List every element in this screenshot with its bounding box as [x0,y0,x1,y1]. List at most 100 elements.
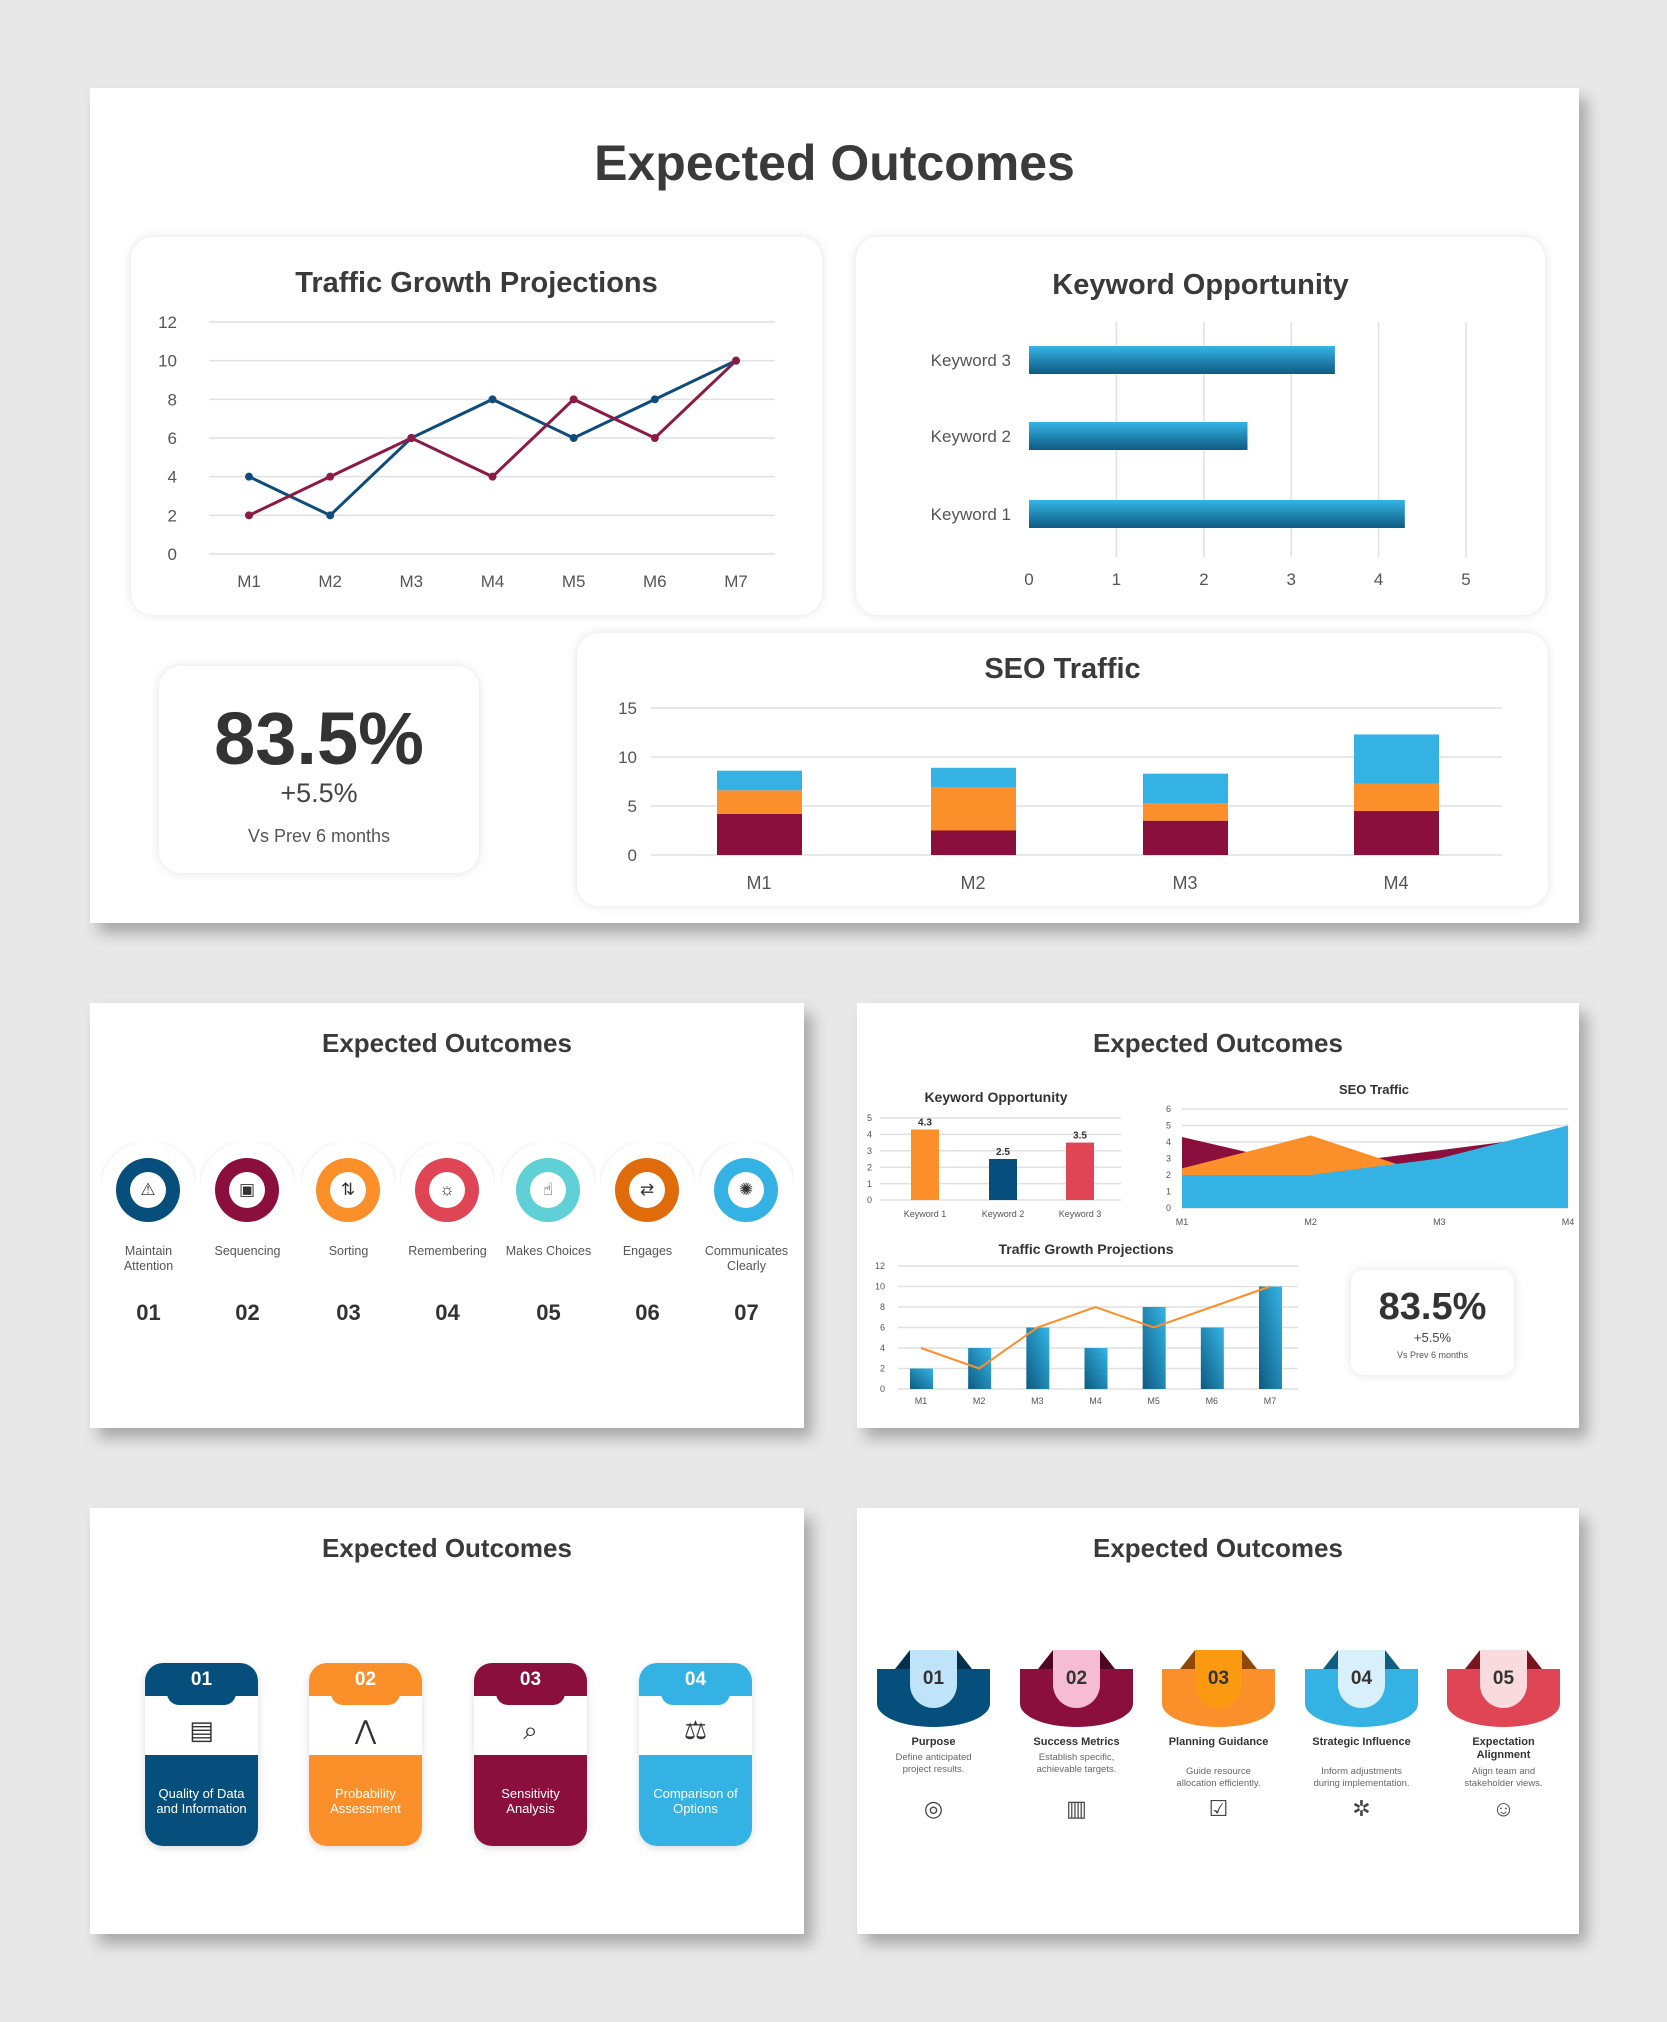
slide-outcome-cards: Expected Outcomes 01 ▤ Quality of Data a… [90,1508,804,1934]
kpi-value: 83.5% [214,697,424,780]
y-tick-label: 4 [867,1130,872,1140]
stacked-bar-segment [931,830,1016,855]
area-series [1182,1125,1568,1208]
y-tick-label: 2 [867,1162,872,1172]
balance-scale-icon: ⚖ [683,1715,708,1745]
mini-traffic-chart: Traffic Growth Projections 0 2 4 6 8 10 12 M1 M2 M… [875,1241,1298,1406]
x-tick-label: M3 [1031,1396,1044,1406]
card-label: Probability Assessment [309,1755,422,1846]
y-tick-label: 8 [168,390,177,409]
keyword-opportunity-chart: 0 1 2 3 4 5 Keyword 3 Keyword 2 Keyword 1 [931,322,1471,589]
documents-database-icon: ▤ [189,1715,214,1745]
banner-title: Planning Guidance [1168,1736,1269,1748]
outcome-card: 03 ⌕ Sensitivity Analysis [474,1663,587,1846]
bar [1029,422,1248,450]
bar [911,1129,939,1200]
x-tick-label: M6 [643,572,667,591]
x-tick-label: Keyword 2 [982,1209,1025,1219]
y-tick-label: 12 [875,1261,885,1271]
x-tick-label: Keyword 3 [1059,1209,1102,1219]
stacked-bar-segment [1143,803,1228,821]
y-tick-label: 10 [875,1282,885,1292]
slide-title: Expected Outcomes [322,1028,572,1058]
card-number: 01 [190,1669,213,1690]
icon-ring: ▣ [215,1158,279,1222]
step-label: Sequencing [214,1244,281,1258]
step-number: 02 [235,1300,260,1325]
outcome-banner: 05 Expectation Alignment Align team and … [1447,1650,1560,1841]
outcome-step: ☝ Makes Choices 05 [501,1142,596,1347]
chart-title: Traffic Growth Projections [998,1241,1173,1257]
x-tick-label: M5 [562,572,586,591]
step-label: Sorting [328,1244,369,1258]
machine-icon: ▣ [229,1172,265,1208]
y-tick-label: 3 [1166,1154,1171,1164]
x-tick-label: M7 [724,572,748,591]
x-tick-label: 4 [1374,570,1383,589]
x-tick-label: M4 [481,572,505,591]
bar [1200,1327,1224,1389]
banner-desc: Align team and stakeholder views. [1464,1766,1543,1789]
x-tick-label: M4 [1089,1396,1102,1406]
x-tick-label: M5 [1147,1396,1160,1406]
choice-hand-icon: ☝ [530,1172,566,1208]
outcome-step: ✺ Communicates Clearly 07 [699,1142,794,1347]
sort-arrows-icon: ⇅ [330,1172,366,1208]
x-tick-label: M4 [1383,873,1408,893]
mini-seo-chart: SEO Traffic 0 1 2 3 4 5 6 M1 M2 M3 M4 [1166,1082,1575,1227]
stacked-bar-segment [1354,783,1439,811]
data-point [488,395,497,404]
data-label: 3.5 [1073,1131,1087,1142]
card-number: 03 [519,1669,542,1690]
icon-ring: ⇄ [615,1158,679,1222]
thinking-person-icon: ☺ [1492,1796,1515,1821]
traffic-growth-chart: 0 2 4 6 8 10 12 M1 M2 M3 M4 M5 M6 M7 [158,313,775,591]
warning-icon: ⚠ [130,1172,166,1208]
step-number: 01 [136,1300,161,1325]
network-person-icon: ✲ [1352,1796,1371,1821]
icon-ring: ⇅ [316,1158,380,1222]
x-tick-label: 1 [1112,570,1121,589]
checklist-clock-icon: ☑ [1208,1796,1229,1821]
bar [1066,1142,1094,1200]
traffic-growth-card: Traffic Growth Projections 0 2 4 6 8 10 12 M1 M2… [131,237,822,615]
chart-title: SEO Traffic [1339,1082,1409,1097]
slide-outcome-banners: Expected Outcomes 01 Purpose Define anti… [857,1508,1579,1934]
step-label: Makes Choices [505,1244,592,1258]
slide-dashboard: Expected Outcomes Traffic Growth Project… [90,88,1579,923]
stacked-bar-segment [717,770,802,791]
slide-mini-dashboard: Expected Outcomes Keyword Opportunity 0 1 2… [857,1003,1579,1428]
data-point [569,395,578,404]
y-tick-label: 4 [168,468,177,487]
banner-title: Success Metrics [1033,1736,1120,1748]
bar [1084,1348,1108,1389]
x-tick-label: M4 [1562,1217,1575,1227]
bar [1142,1307,1166,1389]
y-tick-label: 15 [618,699,637,718]
banner-number: 02 [1053,1650,1100,1708]
icon-ring: ⚠ [116,1158,180,1222]
chart-title: Keyword Opportunity [1052,269,1349,301]
stacked-bar-segment [1143,820,1228,855]
y-tick-label: 5 [867,1113,872,1123]
y-tick-label: 5 [1166,1121,1171,1131]
data-point [569,434,578,442]
mini-keyword-chart: Keyword Opportunity 0 1 2 3 4 5 4.3 Keyword 1 2.5… [867,1089,1121,1219]
outcome-banner: 01 Purpose Define anticipated project re… [877,1650,990,1841]
category-label: Keyword 2 [931,427,1011,446]
banner-desc: Define anticipated project results. [895,1752,972,1775]
target-icon: ◎ [923,1796,944,1821]
stacked-bar-segment [717,813,802,855]
y-tick-label: 10 [158,352,177,371]
y-tick-label: 1 [867,1179,872,1189]
stacked-bar-segment [1354,734,1439,784]
x-tick-label: M7 [1264,1396,1277,1406]
bar [1259,1286,1282,1389]
card-number: 02 [354,1669,377,1690]
x-tick-label: 2 [1199,570,1208,589]
x-tick-label: M3 [1172,873,1197,893]
x-tick-label: M6 [1206,1396,1219,1406]
stacked-bar-segment [931,787,1016,831]
step-number: 05 [536,1300,561,1325]
x-tick-label: M2 [973,1396,986,1406]
